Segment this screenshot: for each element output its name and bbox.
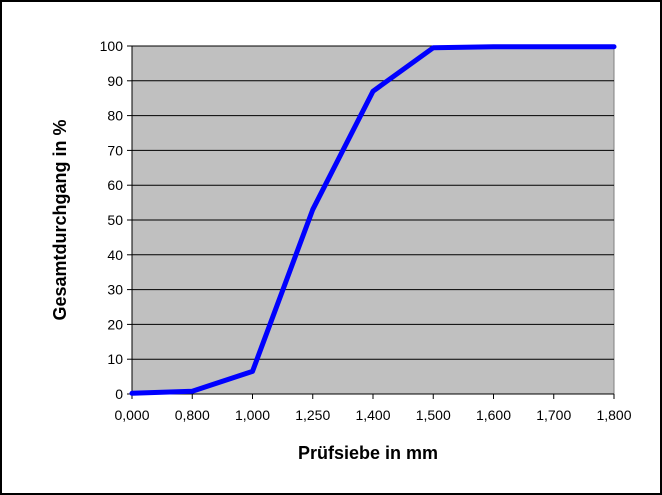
x-axis-ticks: 0,000 0,800 1,000 1,250 1,400 1,500 1,600 1,700… [114, 394, 632, 423]
y-tick-label: 50 [107, 212, 123, 228]
x-tick-label: 1,400 [355, 407, 390, 423]
y-tick-label: 80 [107, 108, 123, 124]
y-axis-ticks: 0 10 20 30 40 50 60 70 80 90 100 [100, 38, 132, 402]
x-tick-label: 1,800 [596, 407, 631, 423]
y-tick-label: 40 [107, 247, 123, 263]
x-tick-label: 0,000 [114, 407, 149, 423]
y-tick-label: 10 [107, 351, 123, 367]
y-tick-label: 60 [107, 177, 123, 193]
y-tick-label: 0 [115, 386, 123, 402]
y-tick-label: 30 [107, 282, 123, 298]
x-tick-label: 1,700 [536, 407, 571, 423]
y-tick-label: 90 [107, 73, 123, 89]
gridlines [132, 45, 614, 360]
x-tick-label: 0,800 [175, 407, 210, 423]
y-tick-label: 20 [107, 316, 123, 332]
y-tick-label: 100 [100, 38, 124, 54]
y-tick-label: 70 [107, 142, 123, 158]
x-tick-label: 1,600 [476, 407, 511, 423]
x-tick-label: 1,250 [295, 407, 330, 423]
x-tick-label: 1,000 [235, 407, 270, 423]
x-tick-label: 1,500 [416, 407, 451, 423]
series-group [129, 44, 617, 396]
x-axis-title: Prüfsiebe in mm [298, 443, 438, 463]
y-axis-title: Gesamtdurchgang in % [50, 119, 70, 320]
